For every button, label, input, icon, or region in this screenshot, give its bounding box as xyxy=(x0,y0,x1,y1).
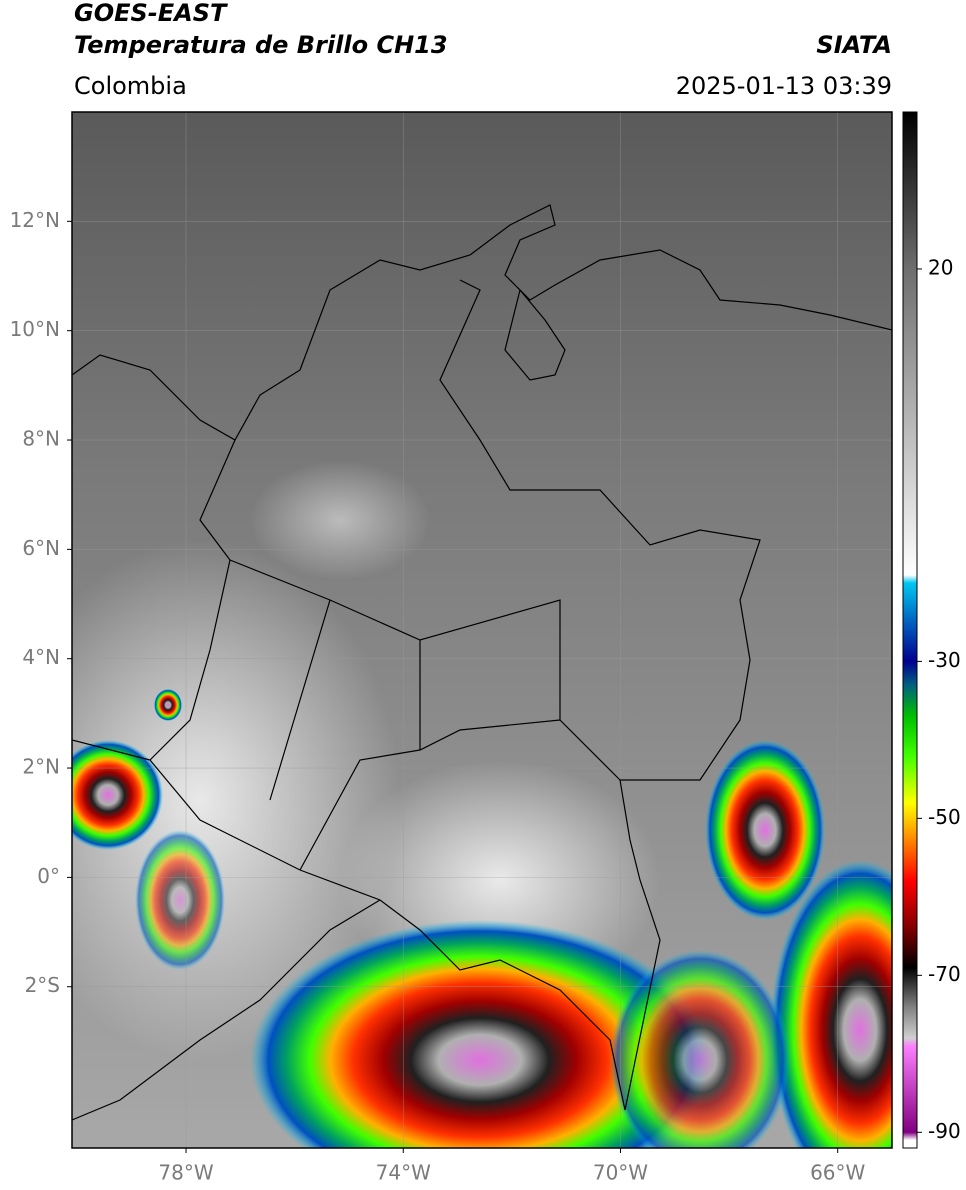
haze xyxy=(250,460,430,580)
colorbar-tick-label: -50 xyxy=(928,805,961,829)
border xyxy=(149,279,761,1111)
timestamp: 2025-01-13 03:39 xyxy=(676,72,892,100)
colorbar-tick-label: 20 xyxy=(928,255,953,279)
storm xyxy=(154,689,182,721)
title: GOES-EAST xyxy=(74,0,228,27)
storm xyxy=(610,950,790,1148)
agency: SIATA xyxy=(816,31,892,59)
subtitle: Temperatura de Brillo CH13 xyxy=(74,31,448,59)
x-tick-label: 70°W xyxy=(593,1161,648,1185)
x-tick-label: 78°W xyxy=(158,1161,213,1185)
grid xyxy=(72,112,892,1148)
storm xyxy=(770,860,892,1148)
border xyxy=(229,559,621,871)
x-tick-label: 66°W xyxy=(810,1161,865,1185)
storm xyxy=(135,830,225,970)
colorbar-tick-label: -30 xyxy=(928,648,961,672)
plot-frame xyxy=(71,111,893,1149)
y-tick-label: 10°N xyxy=(10,317,60,341)
y-tick-label: 6°N xyxy=(22,536,60,560)
colorbar-tick-label: -70 xyxy=(928,962,961,986)
region: Colombia xyxy=(74,72,187,100)
storm xyxy=(72,740,163,850)
colorbar xyxy=(902,111,918,1149)
y-tick-label: 2°S xyxy=(25,973,60,997)
lake xyxy=(504,288,566,381)
y-tick-label: 12°N xyxy=(10,208,60,232)
y-tick-label: 8°N xyxy=(22,427,60,451)
storm xyxy=(250,920,710,1148)
storm xyxy=(705,740,825,920)
border xyxy=(72,739,381,1121)
colorbar-tick-label: -90 xyxy=(928,1119,961,1143)
y-tick-label: 2°N xyxy=(22,755,60,779)
y-tick-label: 4°N xyxy=(22,645,60,669)
x-tick-label: 74°W xyxy=(376,1161,431,1185)
imagery xyxy=(72,112,892,1148)
y-tick-label: 0° xyxy=(37,864,60,888)
